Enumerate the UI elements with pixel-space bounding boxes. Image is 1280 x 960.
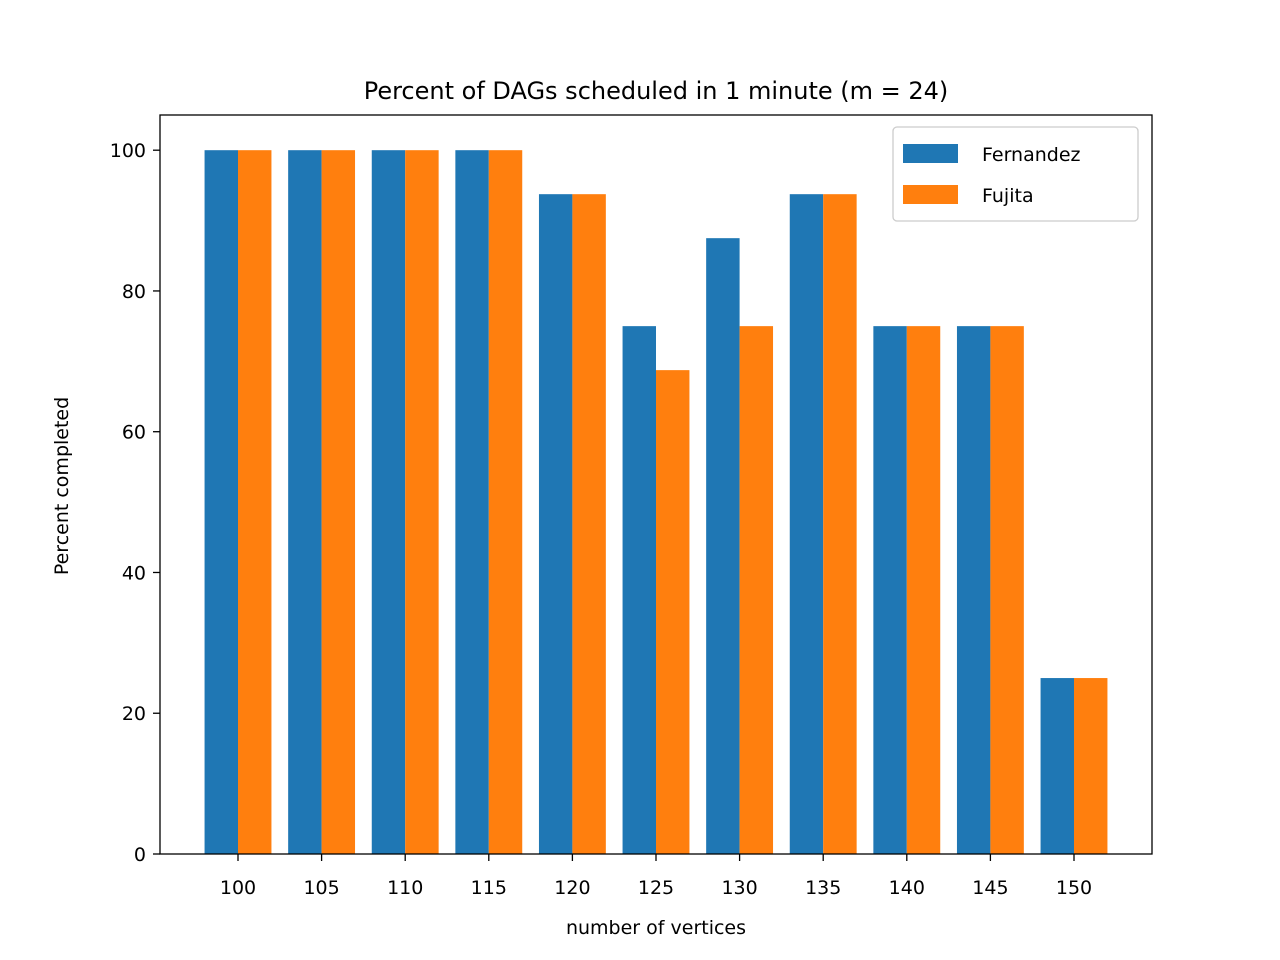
bar-fernandez-130 (706, 238, 740, 855)
x-tick-label: 115 (471, 877, 507, 899)
bar-fujita-110 (405, 150, 439, 854)
bar-fujita-120 (572, 194, 606, 854)
y-axis-label: Percent completed (51, 397, 73, 575)
bar-fernandez-100 (204, 150, 238, 854)
bar-fernandez-145 (956, 326, 991, 854)
plot-area: 0 20 40 60 80 100 100 105 110 115 120 125 130 135 140… (110, 114, 1153, 899)
bar-fujita-145 (990, 326, 1024, 854)
x-tick-label: 140 (889, 877, 925, 899)
y-tick-label: 40 (122, 562, 146, 584)
y-tick-label: 100 (110, 140, 146, 162)
legend-swatch-fernandez (903, 144, 958, 163)
y-tick-label: 0 (134, 844, 146, 866)
bar-fernandez-140 (873, 326, 907, 854)
y-tick-label: 60 (122, 422, 146, 444)
x-tick-label: 130 (721, 877, 757, 899)
bar-fernandez-150 (1040, 678, 1074, 854)
x-axis: 100 105 110 115 120 125 130 135 140 145 150 (220, 854, 1092, 899)
y-tick-label: 80 (122, 281, 146, 303)
x-tick-label: 125 (638, 877, 674, 899)
x-tick-label: 150 (1056, 877, 1092, 899)
bar-fernandez-110 (371, 150, 406, 854)
x-axis-label: number of vertices (566, 917, 746, 939)
y-tick-label: 20 (122, 703, 146, 725)
bar-fujita-135 (823, 194, 857, 854)
bar-fernandez-120 (538, 194, 573, 854)
x-tick-label: 120 (554, 877, 590, 899)
bar-fujita-100 (238, 150, 272, 854)
legend: Fernandez Fujita (892, 126, 1139, 222)
bar-fujita-125 (656, 370, 690, 854)
chart-title: Percent of DAGs scheduled in 1 minute (m… (364, 77, 949, 105)
bar-fernandez-105 (288, 150, 322, 854)
bar-fujita-140 (906, 326, 941, 854)
bar-fujita-130 (739, 326, 774, 854)
legend-swatch-fujita (903, 185, 958, 204)
legend-label-fujita: Fujita (982, 185, 1034, 207)
y-axis: 0 20 40 60 80 100 (110, 140, 160, 866)
bar-fujita-115 (488, 150, 523, 854)
bar-fernandez-115 (455, 150, 489, 854)
x-tick-label: 110 (387, 877, 423, 899)
bar-fernandez-125 (622, 326, 656, 854)
x-tick-label: 135 (805, 877, 841, 899)
bar-fernandez-135 (789, 194, 824, 854)
x-tick-label: 105 (303, 877, 339, 899)
bar-fujita-105 (321, 150, 356, 854)
bar-fujita-150 (1074, 678, 1108, 854)
x-tick-label: 100 (220, 877, 256, 899)
legend-label-fernandez: Fernandez (982, 144, 1081, 166)
x-tick-label: 145 (972, 877, 1008, 899)
bars-group (204, 150, 1108, 855)
